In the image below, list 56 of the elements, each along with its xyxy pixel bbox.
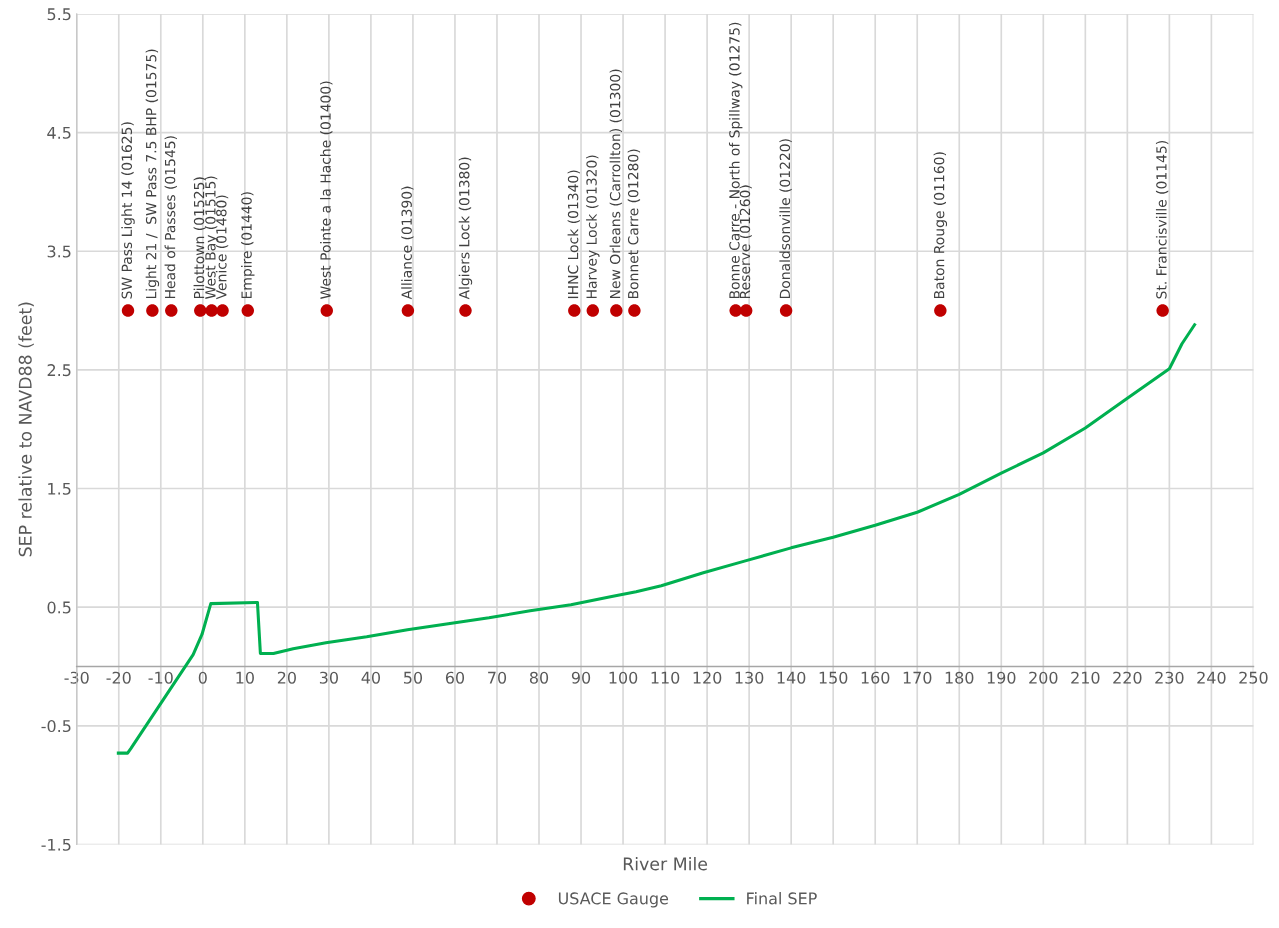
x-tick-label: -20 bbox=[106, 671, 131, 684]
y-axis-title: SEP relative to NAVD88 (feet) bbox=[18, 302, 34, 557]
annotation: SW Pass Light 14 (01625) bbox=[121, 122, 135, 299]
annotation: Empire (01440) bbox=[241, 192, 255, 299]
y-tick-label: -0.5 bbox=[41, 720, 71, 733]
x-tick-label: -30 bbox=[64, 671, 89, 684]
x-tick-label: 130 bbox=[735, 671, 764, 684]
x-tick-label: 100 bbox=[609, 671, 638, 684]
annotation: Head of Passes (01545) bbox=[164, 136, 177, 299]
legend-label: Final SEP bbox=[747, 892, 817, 905]
y-tick-label: -1.5 bbox=[41, 838, 71, 851]
x-tick-label: 30 bbox=[319, 671, 338, 684]
y-tick-label: 4.5 bbox=[47, 126, 71, 139]
annotation: IHNC Lock (01340) bbox=[567, 170, 580, 299]
x-tick-label: 220 bbox=[1113, 671, 1142, 684]
legend-label: USACE Gauge bbox=[558, 892, 669, 908]
x-tick-label: 120 bbox=[693, 671, 722, 684]
x-tick-label: 50 bbox=[404, 671, 423, 684]
x-tick-label: 210 bbox=[1071, 671, 1100, 684]
y-tick-label: 1.5 bbox=[48, 482, 71, 495]
x-tick-label: 20 bbox=[277, 671, 296, 684]
annotation: Pilottown (01525) bbox=[193, 177, 206, 299]
x-tick-label: 160 bbox=[861, 671, 890, 684]
x-tick-label: 150 bbox=[819, 671, 848, 684]
x-tick-label: 230 bbox=[1155, 671, 1184, 684]
x-tick-label: 90 bbox=[571, 671, 591, 684]
x-tick-label: 140 bbox=[777, 671, 806, 684]
annotation: St. Francisville (01145) bbox=[1155, 141, 1169, 299]
x-tick-label: -10 bbox=[148, 671, 173, 684]
y-tick-label: 5.5 bbox=[47, 8, 71, 21]
annotation: Light 21 / SW Pass 7.5 BHP (01575) bbox=[145, 49, 160, 299]
y-tick-label: 0.5 bbox=[47, 601, 71, 614]
x-tick-label: 60 bbox=[445, 671, 465, 684]
x-tick-label: 0 bbox=[198, 671, 207, 684]
annotation: Donaldsonville (01220) bbox=[779, 139, 792, 299]
annotation: Bonnet Carre (01280) bbox=[627, 149, 641, 299]
x-axis-title: River Mile bbox=[623, 856, 708, 871]
x-tick-label: 170 bbox=[903, 671, 932, 684]
x-tick-label: 190 bbox=[987, 671, 1016, 684]
annotation: Algiers Lock (01380) bbox=[458, 157, 473, 300]
annotation: New Orleans (Carrollton) (01300) bbox=[609, 69, 622, 299]
x-tick-label: 240 bbox=[1197, 671, 1226, 684]
x-tick-label: 200 bbox=[1029, 671, 1058, 684]
x-tick-label: 40 bbox=[361, 671, 381, 684]
x-tick-label: 110 bbox=[651, 671, 680, 684]
annotation: Baton Rouge (01160) bbox=[933, 152, 948, 299]
x-tick-label: 250 bbox=[1239, 671, 1268, 684]
annotation: Alliance (01390) bbox=[401, 186, 414, 300]
x-tick-label: 10 bbox=[236, 671, 254, 684]
x-tick-label: 70 bbox=[488, 671, 507, 684]
annotation: West Pointe a la Hache (01400) bbox=[320, 81, 333, 299]
y-tick-label: 3.5 bbox=[47, 245, 71, 258]
x-tick-label: 80 bbox=[529, 671, 549, 684]
annotation: Harvey Lock (01320) bbox=[586, 155, 600, 299]
y-tick-label: 2.5 bbox=[47, 364, 71, 377]
x-tick-label: 180 bbox=[945, 671, 974, 684]
